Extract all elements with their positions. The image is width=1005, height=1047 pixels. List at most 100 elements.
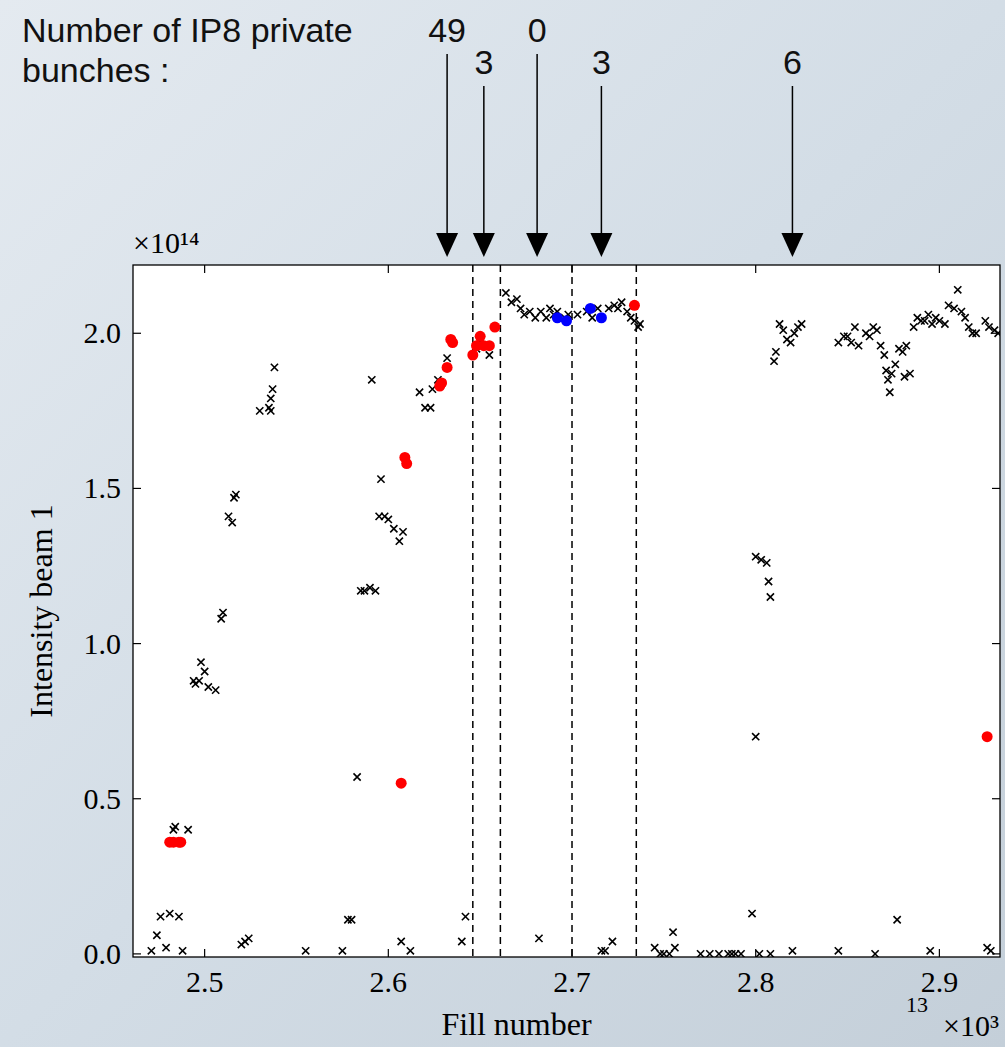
x-marker	[765, 578, 772, 585]
x-tick-top	[755, 265, 756, 273]
x-marker	[752, 733, 759, 740]
x-marker	[396, 538, 403, 545]
y-tick-right	[992, 953, 1000, 954]
vline	[500, 265, 502, 957]
x-marker	[776, 320, 783, 327]
y-tick-label: 2.0	[84, 316, 122, 349]
y-tick	[133, 488, 141, 489]
y-multiplier: ×10¹⁴	[133, 226, 199, 259]
x-marker	[772, 348, 779, 355]
y-tick	[133, 953, 141, 954]
dot-marker	[175, 837, 186, 848]
x-marker	[166, 910, 173, 917]
title-line: Number of IP8 private	[22, 11, 353, 49]
arrow-head	[436, 233, 458, 257]
x-marker	[444, 354, 451, 361]
dot-marker	[561, 315, 572, 326]
x-marker	[245, 935, 252, 942]
arrow-head	[526, 233, 548, 257]
x-marker	[267, 395, 274, 402]
x-marker	[925, 311, 932, 318]
x-tick-top	[388, 265, 389, 273]
x-marker	[513, 296, 520, 303]
x-marker	[618, 299, 625, 306]
x-marker	[886, 389, 893, 396]
x-marker	[574, 311, 581, 318]
x-marker	[416, 389, 423, 396]
x-marker	[614, 305, 621, 312]
arrow-label: 49	[428, 11, 466, 49]
x-marker	[205, 683, 212, 690]
x-marker	[218, 615, 225, 622]
x-marker	[368, 376, 375, 383]
x-tick-label: 2.8	[737, 965, 775, 998]
x-marker	[791, 330, 798, 337]
x-marker	[941, 320, 948, 327]
x-marker	[172, 823, 179, 830]
vlines	[473, 265, 636, 957]
x-marker	[179, 947, 186, 954]
x-marker	[899, 348, 906, 355]
dot-marker	[442, 362, 453, 373]
x-marker	[961, 314, 968, 321]
x-marker	[377, 476, 384, 483]
x-tick	[939, 949, 940, 957]
x-axis-title: Fill number	[441, 1006, 592, 1042]
dot-marker	[596, 312, 607, 323]
x-marker	[232, 491, 239, 498]
x-marker	[844, 333, 851, 340]
x-marker	[157, 913, 164, 920]
x-marker	[982, 317, 989, 324]
x-marker	[624, 308, 631, 315]
x-marker	[894, 916, 901, 923]
y-tick-label: 0.0	[84, 937, 122, 970]
x-marker	[185, 826, 192, 833]
arrow-shaft	[792, 86, 794, 235]
markers	[148, 286, 1000, 957]
y-tick-right	[992, 643, 1000, 644]
y-axis-title: Intensity beam 1	[23, 504, 59, 717]
x-marker	[840, 333, 847, 340]
x-marker	[871, 950, 878, 957]
arrow-shaft	[536, 54, 538, 235]
arrow-label: 3	[474, 43, 493, 81]
x-marker	[229, 519, 236, 526]
x-marker	[973, 330, 980, 337]
x-marker	[798, 320, 805, 327]
x-marker	[767, 593, 774, 600]
x-marker	[197, 659, 204, 666]
x-tick	[755, 949, 756, 957]
y-tick-right	[992, 488, 1000, 489]
dot-marker	[982, 731, 993, 742]
x-marker	[873, 327, 880, 334]
x-marker	[888, 370, 895, 377]
dot-marker	[629, 300, 640, 311]
x-marker	[535, 935, 542, 942]
x-marker	[877, 342, 884, 349]
x-marker	[458, 938, 465, 945]
x-marker	[958, 308, 965, 315]
x-marker	[271, 364, 278, 371]
y-tick	[133, 643, 141, 644]
x-marker	[789, 947, 796, 954]
arrow-label: 0	[528, 11, 547, 49]
x-marker	[892, 361, 899, 368]
y-tick	[133, 798, 141, 799]
x-marker	[884, 376, 891, 383]
vline	[472, 265, 474, 957]
y-tick-label: 1.0	[84, 627, 122, 660]
x-marker	[486, 351, 493, 358]
x-marker	[866, 333, 873, 340]
x-marker	[927, 947, 934, 954]
x-marker	[763, 559, 770, 566]
x-marker	[669, 929, 676, 936]
y-tick-label: 0.5	[84, 782, 122, 815]
arrow-shaft	[483, 86, 485, 235]
x-marker	[835, 947, 842, 954]
x-marker	[357, 587, 364, 594]
arrow-label: 6	[783, 43, 802, 81]
annotation: Number of IP8 privatebunches :493036	[22, 11, 803, 257]
arrow-shaft	[601, 86, 603, 235]
x-marker	[906, 370, 913, 377]
x-marker	[910, 323, 917, 330]
